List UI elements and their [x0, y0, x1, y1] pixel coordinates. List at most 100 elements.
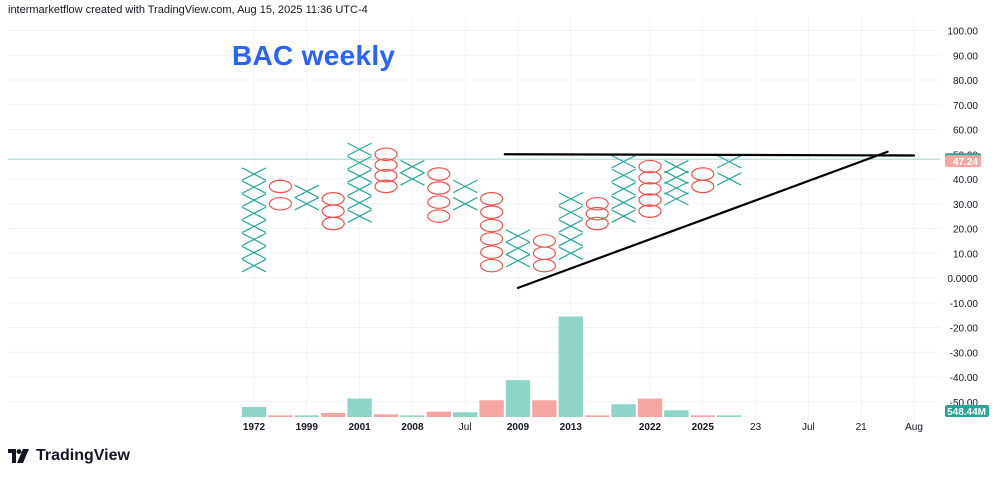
- volume-bars: [241, 316, 742, 417]
- x-column: [241, 167, 267, 273]
- tradingview-brand[interactable]: TradingView: [8, 447, 130, 465]
- x-column: [400, 159, 425, 186]
- o-mark: [638, 170, 662, 185]
- o-mark: [374, 179, 398, 194]
- y-tick-label: 70.00: [953, 101, 978, 112]
- y-tick-label: 0.0000: [947, 274, 978, 285]
- x-tick-label: 2009: [507, 422, 530, 433]
- y-tick-label: 80.00: [953, 76, 978, 87]
- volume-label-box: [945, 405, 989, 417]
- x-column: [347, 142, 372, 223]
- x-tick-label: 23: [750, 422, 762, 433]
- x-tick-label: Jul: [459, 422, 472, 433]
- o-mark: [427, 181, 451, 195]
- o-mark: [374, 168, 398, 183]
- x-mark: [294, 197, 320, 211]
- x-tick-label: 2008: [401, 422, 424, 433]
- volume-bar: [294, 415, 319, 417]
- trendline-resistance[interactable]: [503, 153, 916, 157]
- trendline-support[interactable]: [516, 150, 889, 289]
- tradingview-wordmark: TradingView: [36, 447, 130, 464]
- o-mark: [638, 204, 662, 218]
- x-mark: [505, 229, 531, 243]
- o-mark: [268, 179, 292, 194]
- y-tick-label: 20.00: [953, 225, 978, 236]
- o-column: [638, 159, 662, 218]
- y-tick-label: -50.00: [950, 398, 979, 409]
- o-column: [585, 196, 609, 231]
- price-axis[interactable]: 100.0090.0080.0070.0060.0050.0040.0030.0…: [945, 27, 989, 419]
- volume-bar: [637, 398, 663, 417]
- x-column: [558, 192, 584, 260]
- o-mark: [321, 216, 345, 231]
- volume-bar: [453, 412, 478, 417]
- o-mark: [427, 167, 451, 181]
- x-mark: [558, 205, 584, 220]
- o-column: [268, 179, 292, 211]
- o-mark: [321, 204, 345, 218]
- x-mark: [294, 184, 320, 199]
- x-tick-label: 2025: [692, 422, 715, 433]
- x-mark: [400, 159, 425, 174]
- x-mark: [611, 168, 636, 183]
- grid-lines: [8, 18, 940, 432]
- o-mark: [480, 232, 504, 246]
- x-mark: [400, 172, 425, 186]
- volume-bar: [690, 415, 715, 417]
- y-tick-label: 90.00: [953, 51, 978, 62]
- pnf-columns: [241, 142, 742, 273]
- x-mark: [241, 219, 267, 234]
- o-mark: [532, 258, 557, 273]
- volume-bar: [321, 412, 346, 417]
- x-tick-label: 2022: [639, 422, 662, 433]
- y-tick-label: -20.00: [950, 324, 979, 335]
- x-column: [664, 159, 689, 206]
- volume-bar: [585, 415, 610, 417]
- o-column: [321, 192, 345, 231]
- x-mark: [611, 154, 636, 169]
- volume-label: 548.44M: [947, 407, 986, 418]
- y-tick-label: -10.00: [950, 299, 979, 310]
- x-column: [716, 154, 742, 186]
- x-tick-label: Jul: [802, 422, 815, 433]
- o-column: [374, 147, 398, 194]
- y-tick-label: 30.00: [953, 200, 978, 211]
- time-axis[interactable]: 1972 1999 2001 2008 Jul 2009 2013 2022 2025 23 Jul…: [243, 422, 923, 433]
- o-mark: [691, 167, 715, 181]
- x-mark: [347, 196, 372, 210]
- o-column: [691, 167, 715, 194]
- o-mark: [532, 234, 557, 248]
- volume-bar: [241, 406, 267, 417]
- volume-bar: [505, 380, 531, 417]
- x-mark: [664, 159, 689, 174]
- o-mark: [268, 196, 292, 211]
- pnf-chart[interactable]: 100.0090.0080.0070.0060.0050.0040.0030.0…: [0, 0, 1000, 440]
- volume-bar: [479, 400, 504, 417]
- x-mark: [347, 182, 372, 197]
- chart-title: BAC weekly: [232, 40, 396, 71]
- o-mark: [480, 205, 504, 219]
- x-mark: [347, 142, 372, 157]
- x-mark: [664, 192, 689, 206]
- x-mark: [347, 209, 372, 223]
- o-mark: [585, 196, 609, 211]
- volume-bar: [426, 411, 451, 417]
- o-column: [427, 167, 451, 223]
- x-mark: [347, 169, 372, 183]
- x-tick-label: Aug: [905, 422, 923, 433]
- trendlines[interactable]: [503, 150, 916, 289]
- x-tick-label: 1972: [243, 422, 266, 433]
- o-column: [532, 234, 557, 273]
- x-column: [611, 154, 636, 223]
- price-label: 47.24: [953, 157, 978, 168]
- x-mark: [241, 206, 267, 221]
- x-column: [452, 179, 478, 211]
- x-mark: [241, 193, 267, 207]
- o-mark: [427, 209, 451, 223]
- chart-header-credit: intermarketflow created with TradingView…: [8, 4, 368, 16]
- x-mark: [716, 154, 742, 169]
- x-mark: [664, 170, 689, 185]
- x-mark: [241, 180, 267, 194]
- volume-bar: [347, 398, 372, 417]
- o-mark: [374, 147, 398, 162]
